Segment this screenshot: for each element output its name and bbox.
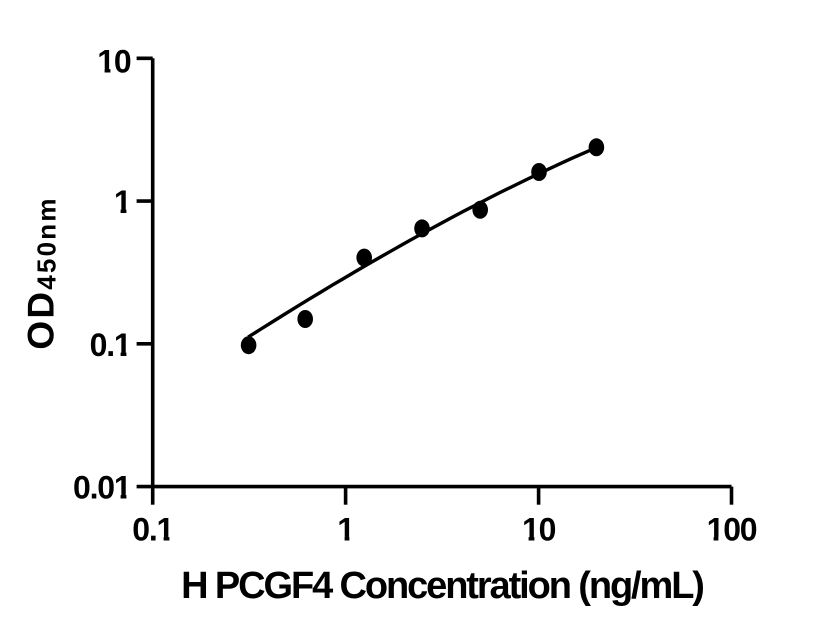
svg-text:0.1: 0.1 [90,327,131,363]
svg-text:OD450nm: OD450nm [21,196,62,349]
svg-text:0.01: 0.01 [73,470,131,506]
svg-text:H PCGF4 Concentration (ng/mL): H PCGF4 Concentration (ng/mL) [181,565,703,607]
svg-text:10: 10 [97,43,131,79]
svg-text:1: 1 [114,184,131,220]
svg-text:100: 100 [707,512,757,548]
svg-text:0.1: 0.1 [132,512,173,548]
